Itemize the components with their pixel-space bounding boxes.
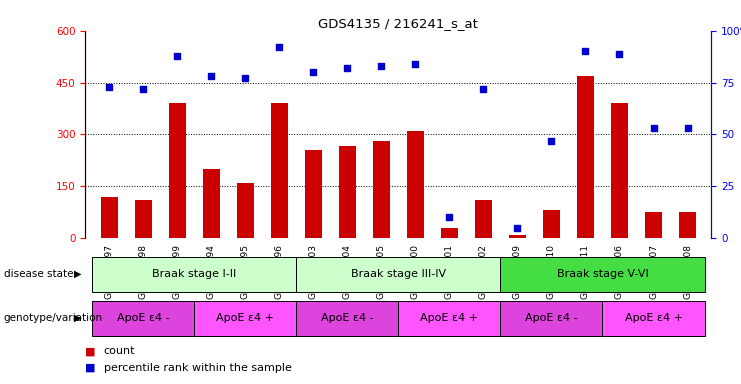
Text: Braak stage I-II: Braak stage I-II [152, 269, 236, 279]
Point [376, 63, 388, 69]
Point [205, 73, 217, 79]
Text: ■: ■ [85, 363, 96, 373]
Point [682, 125, 694, 131]
Point [614, 50, 625, 56]
Point [545, 137, 557, 144]
Bar [169, 103, 185, 238]
Text: percentile rank within the sample: percentile rank within the sample [104, 363, 292, 373]
Bar [339, 146, 356, 238]
Text: count: count [104, 346, 136, 356]
FancyBboxPatch shape [296, 257, 500, 292]
Point [477, 86, 489, 92]
Text: Braak stage V-VI: Braak stage V-VI [556, 269, 648, 279]
Bar [135, 200, 152, 238]
Bar [645, 212, 662, 238]
Text: ApoE ε4 +: ApoE ε4 + [420, 313, 479, 323]
Text: ▶: ▶ [74, 269, 82, 279]
Bar [101, 197, 118, 238]
Point [308, 69, 319, 75]
Text: ▶: ▶ [74, 313, 82, 323]
Point [239, 75, 251, 81]
Point [342, 65, 353, 71]
Point [579, 48, 591, 55]
Bar [543, 210, 560, 238]
Point [409, 61, 421, 67]
FancyBboxPatch shape [194, 301, 296, 336]
Bar [679, 212, 696, 238]
Point [137, 86, 149, 92]
Point [103, 84, 115, 90]
Point [511, 225, 523, 231]
Text: ApoE ε4 -: ApoE ε4 - [117, 313, 170, 323]
Text: Braak stage III-IV: Braak stage III-IV [350, 269, 446, 279]
Point [171, 53, 183, 59]
Bar [305, 150, 322, 238]
Bar [577, 76, 594, 238]
Text: ■: ■ [85, 346, 96, 356]
Bar [475, 200, 492, 238]
Bar [373, 141, 390, 238]
Point [273, 44, 285, 50]
FancyBboxPatch shape [92, 301, 194, 336]
FancyBboxPatch shape [296, 301, 399, 336]
Bar [407, 131, 424, 238]
Text: ApoE ε4 -: ApoE ε4 - [525, 313, 578, 323]
Bar [236, 183, 253, 238]
Point [648, 125, 659, 131]
FancyBboxPatch shape [500, 257, 705, 292]
FancyBboxPatch shape [399, 301, 500, 336]
FancyBboxPatch shape [500, 301, 602, 336]
Bar [509, 235, 526, 238]
Bar [611, 103, 628, 238]
Text: ApoE ε4 +: ApoE ε4 + [216, 313, 274, 323]
Title: GDS4135 / 216241_s_at: GDS4135 / 216241_s_at [319, 17, 478, 30]
Bar [441, 228, 458, 238]
Point [443, 214, 455, 220]
Text: ApoE ε4 +: ApoE ε4 + [625, 313, 682, 323]
Text: disease state: disease state [4, 269, 73, 279]
FancyBboxPatch shape [92, 257, 296, 292]
Bar [202, 169, 219, 238]
Bar [270, 103, 288, 238]
Text: genotype/variation: genotype/variation [4, 313, 103, 323]
FancyBboxPatch shape [602, 301, 705, 336]
Text: ApoE ε4 -: ApoE ε4 - [321, 313, 373, 323]
